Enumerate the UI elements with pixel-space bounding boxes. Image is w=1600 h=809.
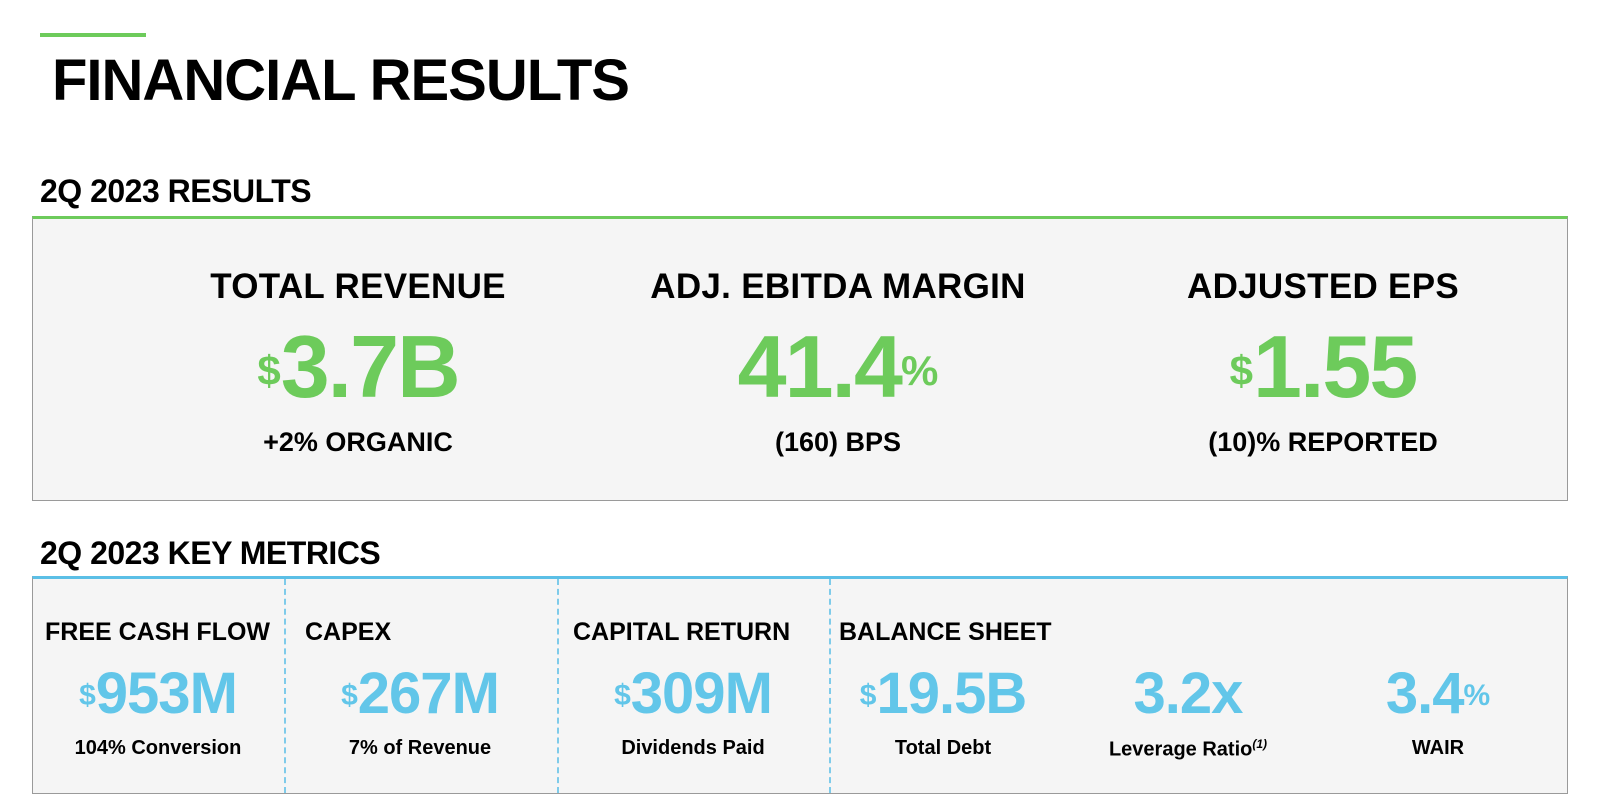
currency-symbol: $: [257, 347, 281, 394]
result-number: 1.55: [1253, 317, 1418, 416]
metric-number: 19.5B: [876, 661, 1027, 726]
metric-sub-capital-return: Dividends Paid: [621, 737, 765, 759]
metric-sub-free-cash-flow: 104% Conversion: [74, 737, 242, 759]
metric-value-total-debt: $19.5B: [833, 661, 1053, 727]
result-subtext: (160) BPS: [774, 427, 902, 457]
percent-symbol: %: [900, 347, 939, 394]
result-number: 41.4: [737, 317, 903, 416]
currency-symbol: $: [1229, 347, 1254, 394]
currency-symbol: $: [341, 679, 358, 712]
results-section-title: 2Q 2023 RESULTS: [40, 173, 312, 209]
result-total-revenue: TOTAL REVENUE $3.7B +2% ORGANIC: [33, 219, 683, 500]
result-label: ADJUSTED EPS: [1187, 267, 1459, 306]
result-number: 3.7B: [280, 317, 461, 416]
metric-number: 953M: [95, 661, 238, 726]
metric-label-capital-return: CAPITAL RETURN: [573, 618, 791, 646]
result-value: $3.7B: [33, 317, 683, 417]
metric-label-balance-sheet: BALANCE SHEET: [839, 618, 1052, 646]
metric-value-leverage: 3.2x: [1133, 661, 1244, 726]
metric-divider: [829, 579, 831, 793]
metrics-panel: FREE CASH FLOW $953M 104% Conversion CAP…: [32, 576, 1568, 794]
result-ebitda-margin: ADJ. EBITDA MARGIN 41.4% (160) BPS: [513, 219, 1163, 500]
metric-sub-wair: WAIR: [1411, 737, 1465, 759]
percent-symbol: %: [1463, 679, 1491, 712]
metric-divider: [557, 579, 559, 793]
currency-symbol: $: [79, 679, 96, 712]
result-value: $1.55: [998, 317, 1600, 417]
metrics-section-title: 2Q 2023 KEY METRICS: [40, 535, 381, 571]
page-title: FINANCIAL RESULTS: [52, 48, 630, 113]
metric-sub-total-debt: Total Debt: [894, 737, 992, 759]
metric-value-wair: 3.4%: [1343, 661, 1533, 727]
metric-label-capex: CAPEX: [305, 618, 392, 646]
result-subtext: (10)% REPORTED: [1208, 427, 1438, 457]
currency-symbol: $: [614, 679, 631, 712]
result-subtext: +2% ORGANIC: [263, 427, 453, 457]
footnote-marker: (1): [1252, 737, 1268, 751]
metric-number: 267M: [357, 661, 500, 726]
metric-label-free-cash-flow: FREE CASH FLOW: [45, 618, 270, 646]
metric-number: 3.4: [1385, 661, 1465, 726]
result-label: TOTAL REVENUE: [210, 267, 506, 306]
result-label: ADJ. EBITDA MARGIN: [650, 267, 1026, 306]
metric-sub-leverage: Leverage Ratio(1): [1073, 737, 1303, 762]
results-panel: TOTAL REVENUE $3.7B +2% ORGANIC ADJ. EBI…: [32, 216, 1568, 501]
metric-value-free-cash-flow: $953M: [33, 661, 283, 727]
currency-symbol: $: [859, 679, 877, 712]
metric-value-capital-return: $309M: [558, 661, 828, 727]
metric-divider: [284, 579, 286, 793]
result-adjusted-eps: ADJUSTED EPS $1.55 (10)% REPORTED: [998, 219, 1600, 500]
title-accent-bar: [40, 33, 146, 37]
metric-number: 309M: [630, 661, 773, 726]
metric-sub-capex: 7% of Revenue: [348, 737, 492, 759]
result-value: 41.4%: [513, 317, 1163, 417]
metric-sub-text: Leverage Ratio: [1108, 738, 1253, 761]
metric-value-capex: $267M: [285, 661, 555, 727]
